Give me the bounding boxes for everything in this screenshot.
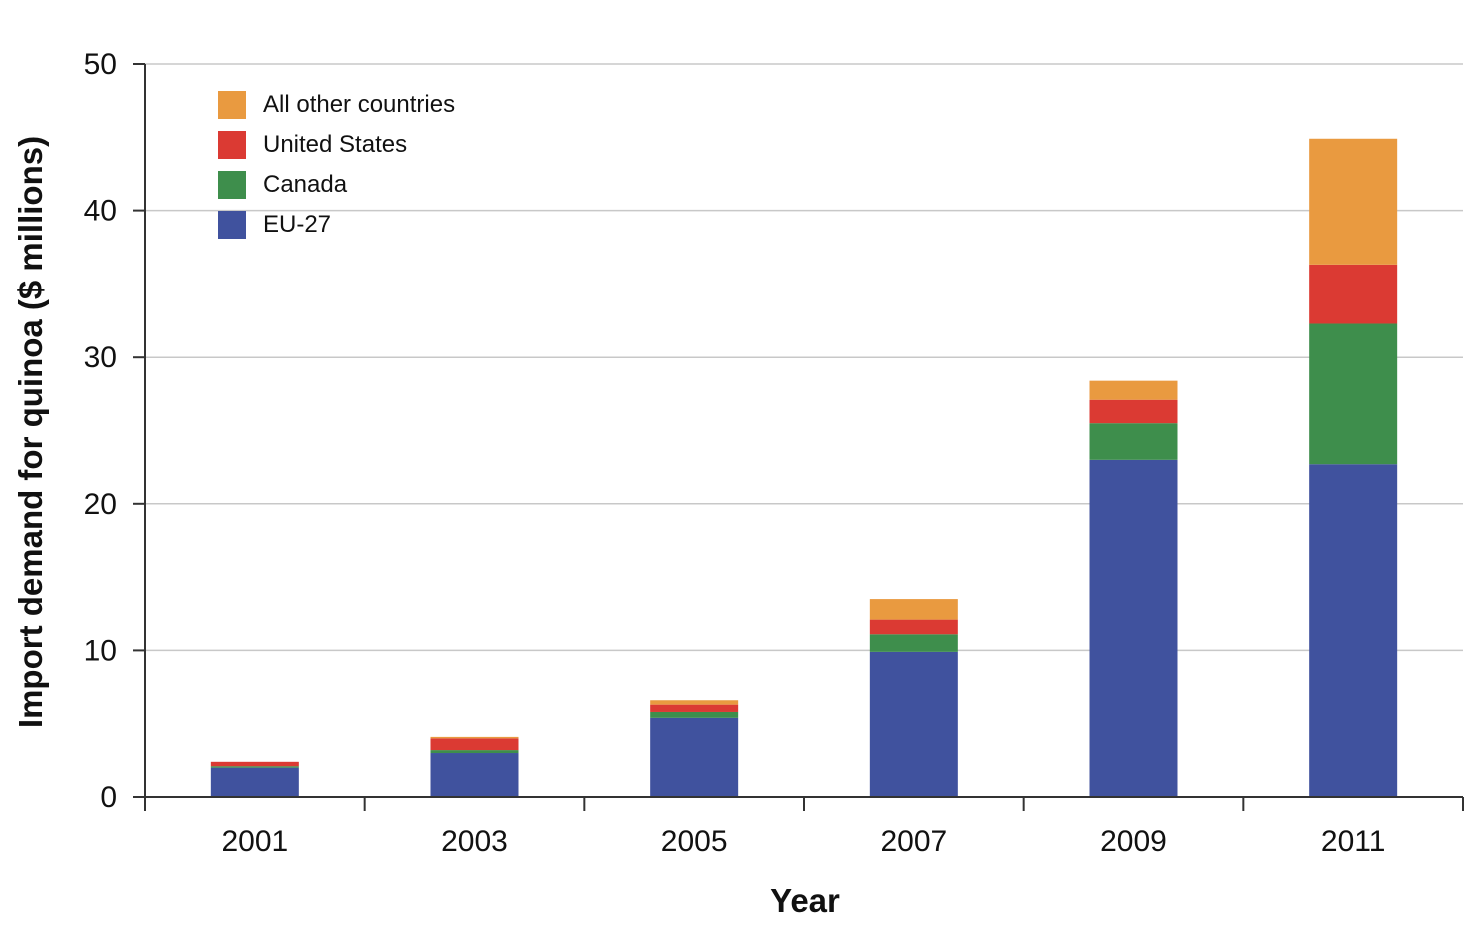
x-axis-title: Year bbox=[770, 882, 840, 919]
bar-eu-27-2003 bbox=[430, 753, 519, 797]
bar-canada-2003 bbox=[430, 750, 519, 754]
bar-canada-2009 bbox=[1089, 423, 1178, 460]
bar-all-other-countries-2007 bbox=[869, 599, 958, 620]
legend-swatch-united-states bbox=[218, 131, 246, 159]
bar-united-states-2009 bbox=[1089, 399, 1178, 424]
bar-eu-27-2005 bbox=[650, 717, 739, 797]
legend-swatch-canada bbox=[218, 171, 246, 199]
bar-eu-27-2011 bbox=[1309, 464, 1398, 797]
bar-all-other-countries-2009 bbox=[1089, 380, 1178, 400]
y-axis-title: Import demand for quinoa ($ millions) bbox=[12, 136, 49, 728]
bar-all-other-countries-2011 bbox=[1309, 138, 1398, 265]
bar-all-other-countries-2005 bbox=[650, 700, 739, 705]
x-axis-ticks: 2001 2003 2005 2007 2009 2011 bbox=[144, 797, 1464, 858]
bar-eu-27-2009 bbox=[1089, 459, 1178, 797]
bar-united-states-2007 bbox=[869, 619, 958, 635]
y-axis-ticks: 0 10 20 30 40 50 bbox=[84, 48, 145, 814]
y-tick-label-40: 40 bbox=[84, 195, 117, 228]
legend-label-canada: Canada bbox=[263, 171, 348, 198]
gridlines bbox=[145, 63, 1463, 652]
bar-united-states-2003 bbox=[430, 738, 519, 751]
y-tick-label-30: 30 bbox=[84, 341, 117, 374]
legend: All other countries United States Canada EU… bbox=[218, 91, 455, 239]
y-tick-label-20: 20 bbox=[84, 488, 117, 521]
legend-swatch-eu-27 bbox=[218, 211, 246, 239]
bar-united-states-2005 bbox=[650, 704, 739, 712]
x-tick-label-2001: 2001 bbox=[221, 825, 288, 858]
legend-label-all-other-countries: All other countries bbox=[263, 91, 455, 118]
bar-canada-2007 bbox=[869, 634, 958, 652]
y-tick-label-0: 0 bbox=[100, 781, 117, 814]
x-tick-label-2005: 2005 bbox=[661, 825, 728, 858]
y-tick-label-50: 50 bbox=[84, 48, 117, 81]
bar-united-states-2001 bbox=[210, 761, 299, 767]
y-tick-label-10: 10 bbox=[84, 634, 117, 667]
x-tick-label-2003: 2003 bbox=[441, 825, 508, 858]
x-tick-label-2007: 2007 bbox=[880, 825, 947, 858]
bar-all-other-countries-2003 bbox=[430, 736, 519, 739]
x-tick-label-2011: 2011 bbox=[1321, 825, 1386, 858]
bar-united-states-2011 bbox=[1309, 264, 1398, 324]
bar-eu-27-2001 bbox=[210, 767, 299, 797]
legend-label-eu-27: EU-27 bbox=[263, 211, 331, 238]
bar-eu-27-2007 bbox=[869, 651, 958, 797]
bar-canada-2001 bbox=[210, 766, 299, 768]
legend-label-united-states: United States bbox=[263, 131, 407, 158]
legend-swatch-all-other-countries bbox=[218, 91, 246, 119]
bars bbox=[210, 138, 1398, 797]
bar-canada-2005 bbox=[650, 711, 739, 718]
bar-canada-2011 bbox=[1309, 323, 1398, 465]
x-tick-label-2009: 2009 bbox=[1100, 825, 1167, 858]
